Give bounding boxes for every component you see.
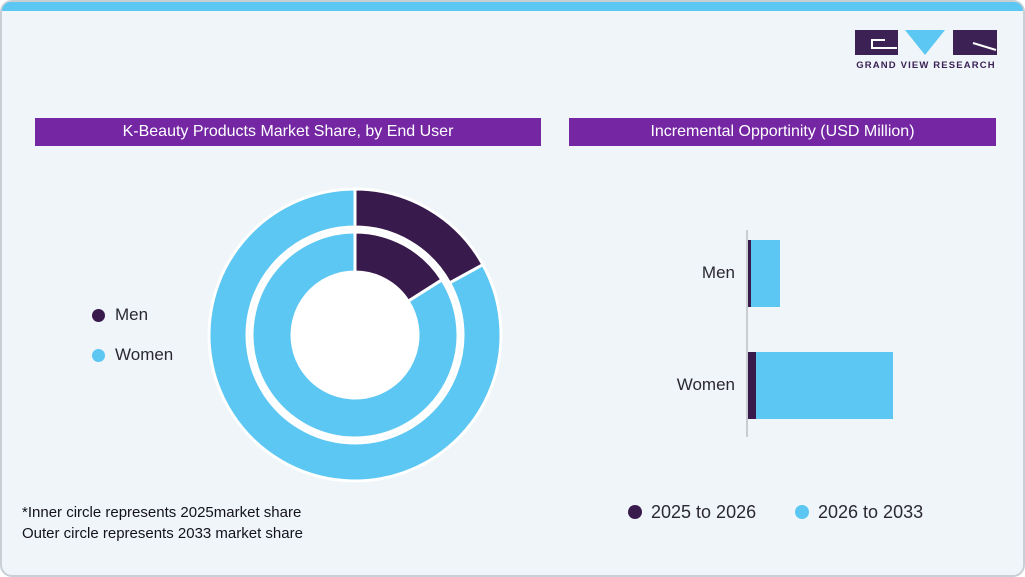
bar-women-2026-to-2033	[756, 352, 893, 419]
legend-label-2026-to-2033: 2026 to 2033	[818, 501, 924, 522]
logo-r-block	[953, 30, 997, 55]
donut-outer-segment-women	[207, 187, 503, 483]
gvr-logo-mark	[855, 30, 997, 55]
footnote-line-1: *Inner circle represents 2025market shar…	[22, 504, 302, 521]
legend-label-2025-to-2026: 2025 to 2026	[651, 501, 757, 522]
logo-g-block	[855, 30, 898, 55]
donut-legend-item-men: Men	[92, 305, 148, 325]
bar-row-women	[748, 352, 893, 419]
men-legend-label: Men	[115, 305, 149, 324]
donut-chart	[207, 187, 503, 483]
logo-v-triangle	[905, 30, 945, 55]
bar-men-2026-to-2033	[751, 240, 780, 307]
bar-row-men	[748, 240, 780, 307]
bar-women-2025-to-2026	[748, 352, 756, 419]
footnote-line-2: Outer circle represents 2033 market shar…	[22, 525, 303, 542]
men-legend-dot	[92, 308, 105, 322]
bar-category-label-women: Women	[676, 375, 735, 394]
logo-g-glyph	[871, 39, 897, 49]
donut-inner-segment-women	[250, 230, 460, 440]
women-legend-label: Women	[115, 345, 174, 364]
bar-chart-axis	[746, 230, 748, 437]
logo-text: GRAND VIEW RESEARCH	[856, 60, 996, 71]
right-chart-title: Incremental Opportinity (USD Million)	[569, 118, 996, 146]
donut-footnote: *Inner circle represents 2025market shar…	[22, 502, 303, 544]
women-legend-dot	[92, 348, 105, 362]
left-chart-title: K-Beauty Products Market Share, by End U…	[35, 118, 541, 146]
logo-r-glyph	[972, 42, 997, 51]
bar-men-2025-to-2026	[748, 240, 751, 307]
bar-legend-item-2025-to-2026: 2025 to 2026	[628, 502, 756, 522]
legend-dot-2026-to-2033	[795, 505, 809, 519]
bar-category-label-men: Men	[701, 263, 735, 282]
top-accent-bar	[2, 2, 1023, 11]
bar-legend-item-2026-to-2033: 2026 to 2033	[795, 502, 923, 522]
gvr-logo: GRAND VIEW RESEARCH	[855, 30, 997, 72]
legend-dot-2025-to-2026	[628, 505, 642, 519]
donut-legend-item-women: Women	[92, 345, 173, 365]
